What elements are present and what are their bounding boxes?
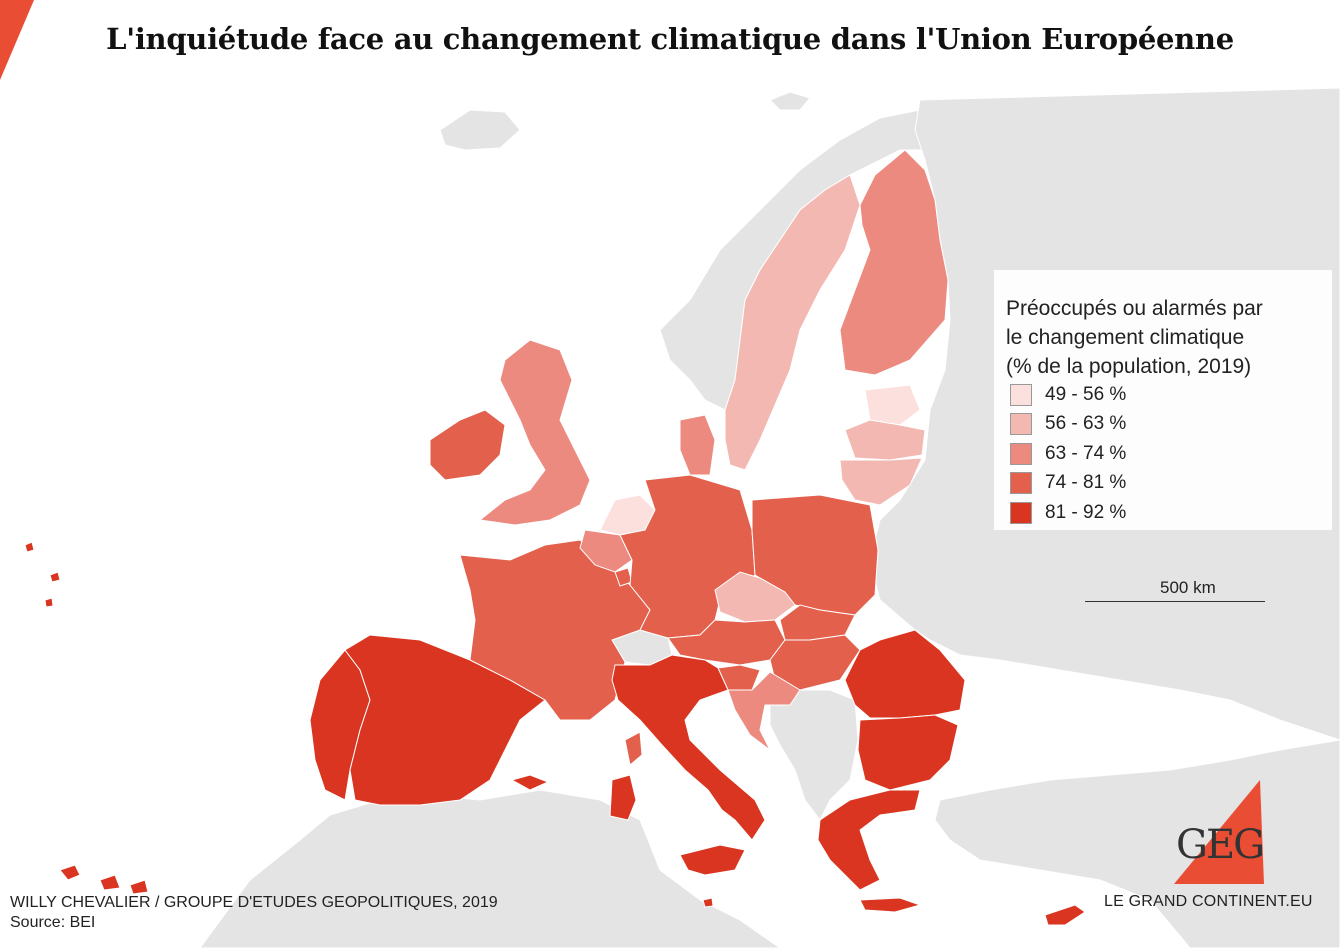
legend-label: 63 - 74 % — [1045, 443, 1127, 464]
country-crete[interactable] — [859, 897, 922, 913]
corner-flag-decoration — [0, 0, 34, 80]
country-romania[interactable] — [844, 629, 966, 719]
country-azores[interactable] — [24, 541, 61, 608]
country-malta[interactable] — [702, 897, 714, 908]
legend-label: 49 - 56 % — [1045, 384, 1127, 405]
legend-label: 56 - 63 % — [1045, 413, 1127, 434]
eu-countries — [24, 149, 1086, 926]
legend-title-line: le changement climatique — [1006, 326, 1245, 349]
land-north-africa — [199, 789, 781, 948]
map-title: L'inquiétude face au changement climatiq… — [106, 22, 1234, 56]
site-name: LE GRAND CONTINENT.EU — [1104, 893, 1313, 910]
country-corsica[interactable] — [624, 731, 643, 766]
legend-label: 74 - 81 % — [1045, 472, 1127, 493]
land-balkans — [769, 689, 859, 821]
legend-swatch — [1010, 384, 1032, 406]
country-latvia[interactable] — [844, 419, 926, 461]
legend-title: Préoccupés ou alarmés par le changement … — [1006, 294, 1326, 381]
country-balearics[interactable] — [510, 774, 550, 791]
legend: Préoccupés ou alarmés par le changement … — [994, 270, 1332, 530]
country-uk[interactable] — [478, 339, 591, 526]
legend-swatch — [1010, 413, 1032, 435]
country-czechia[interactable] — [714, 571, 796, 623]
country-bulgaria[interactable] — [857, 714, 959, 791]
country-cyprus[interactable] — [1044, 904, 1086, 926]
land-turkey-middle-east — [934, 739, 1340, 948]
legend-swatch — [1010, 472, 1032, 494]
country-lithuania[interactable] — [839, 457, 923, 506]
country-denmark[interactable] — [679, 414, 716, 476]
country-estonia[interactable] — [864, 384, 921, 426]
scale-bar — [1085, 601, 1265, 602]
country-greece[interactable] — [817, 789, 921, 891]
country-sardinia[interactable] — [609, 774, 637, 821]
logo-triangle — [1174, 780, 1264, 884]
legend-swatch — [1010, 502, 1032, 524]
land-iceland — [439, 109, 521, 151]
country-spain[interactable] — [344, 634, 546, 806]
country-sweden[interactable] — [724, 174, 861, 471]
legend-title-line: (% de la population, 2019) — [1006, 355, 1252, 378]
credits: WILLY CHEVALIER / GROUPE D'ETUDES GEOPOL… — [10, 893, 498, 933]
geg-logo: GEG — [1174, 780, 1265, 884]
land-svalbard — [769, 91, 811, 111]
country-ireland[interactable] — [429, 409, 506, 481]
country-croatia[interactable] — [727, 671, 801, 751]
logo-text: GEG — [1176, 822, 1263, 868]
country-italy[interactable] — [611, 654, 766, 841]
country-finland[interactable] — [839, 149, 949, 376]
scale-label: 500 km — [1160, 578, 1216, 597]
legend-label: 81 - 92 % — [1045, 502, 1127, 523]
source-credit: Source: BEI — [10, 914, 96, 931]
legend-title-line: Préoccupés ou alarmés par — [1006, 297, 1263, 320]
europe-map — [24, 88, 1340, 948]
country-sicily[interactable] — [679, 844, 746, 876]
country-canaries[interactable] — [59, 864, 149, 895]
legend-swatch — [1010, 443, 1032, 465]
country-france[interactable] — [459, 539, 651, 721]
author-credit: WILLY CHEVALIER / GROUPE D'ETUDES GEOPOL… — [10, 894, 498, 911]
non-eu-land — [199, 88, 1340, 948]
